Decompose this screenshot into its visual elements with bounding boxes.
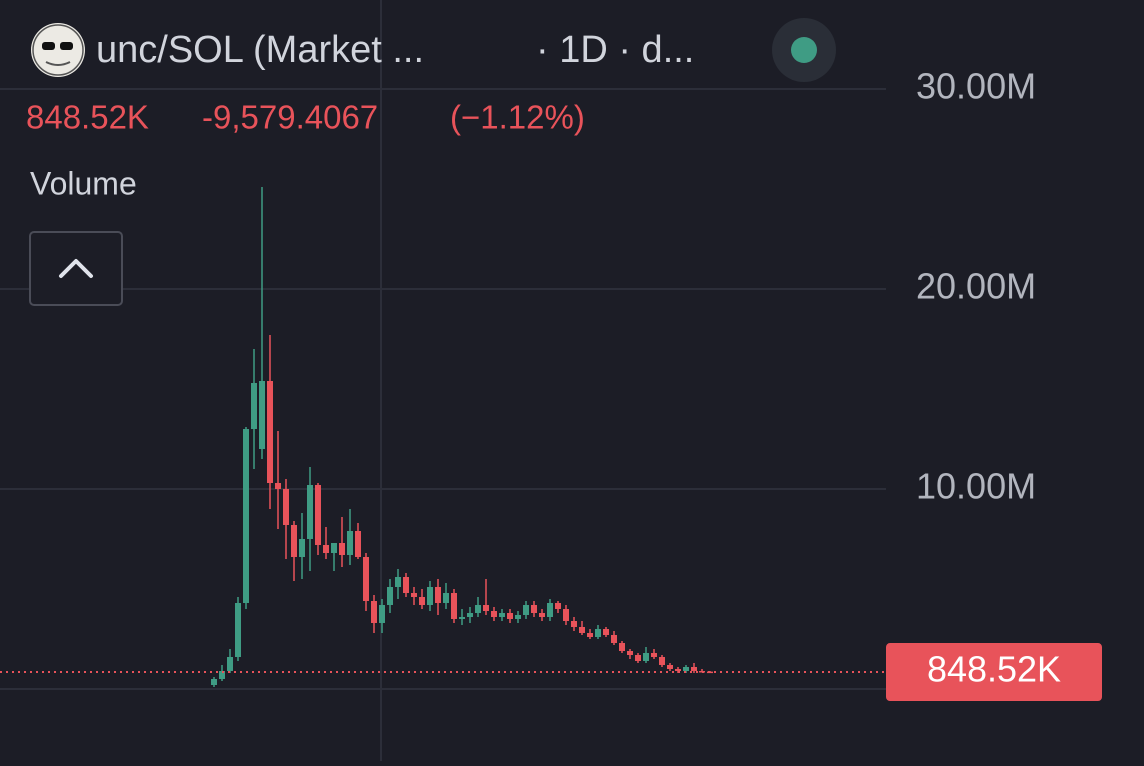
last-price-tag-label: 848.52K (927, 649, 1061, 690)
chart-title: unc/SOL (Market ... (96, 29, 424, 71)
candle-body (619, 643, 625, 651)
price-change: -9,579.4067 (202, 99, 378, 136)
y-tick-label: 10.00M (916, 466, 1036, 507)
candle-body (515, 615, 521, 619)
candle-body (659, 657, 665, 665)
candle-body (283, 489, 289, 525)
candle-body (491, 611, 497, 617)
candle-body (627, 651, 633, 655)
candle-body (579, 627, 585, 633)
indicator-label: Volume (30, 165, 137, 201)
candle-body (603, 629, 609, 635)
candle-body (635, 655, 641, 661)
candle-body (235, 603, 241, 657)
candle-body (691, 667, 697, 671)
candle-body (587, 633, 593, 637)
candle-body (563, 609, 569, 621)
candle-body (331, 543, 337, 553)
candle-body (355, 531, 361, 557)
candle-body (483, 605, 489, 611)
candle-body (683, 667, 689, 671)
candle-body (595, 629, 601, 637)
candle-body (299, 539, 305, 557)
candle-body (395, 577, 401, 587)
candle-body (435, 587, 441, 603)
price-change-pct: (−1.12%) (450, 99, 585, 136)
candle-body (243, 429, 249, 603)
last-price: 848.52K (26, 99, 149, 136)
candle-body (443, 593, 449, 603)
candle-body (451, 593, 457, 619)
logo-glasses (60, 42, 73, 50)
candle-body (307, 485, 313, 539)
logo-outline (32, 24, 84, 76)
candle-body (315, 485, 321, 545)
candle-body (547, 603, 553, 617)
candle-body (267, 381, 273, 483)
status-dot (791, 37, 817, 63)
candle-body (611, 635, 617, 643)
candle-body (539, 613, 545, 617)
candle-body (555, 603, 561, 609)
candle-body (467, 613, 473, 617)
chevron-icon (59, 259, 93, 278)
candle-body (371, 601, 377, 623)
logo-mouth (45, 61, 71, 66)
logo (31, 23, 85, 77)
collapse-button[interactable] (29, 231, 123, 306)
candle-body (667, 665, 673, 669)
candle-body (259, 381, 265, 449)
candle-body (675, 669, 681, 671)
candle-body (387, 587, 393, 605)
candle-body (411, 593, 417, 597)
candle-body (459, 617, 465, 619)
candle-body (275, 483, 281, 489)
candle-body (379, 605, 385, 623)
candle-body (403, 577, 409, 593)
candle-body (347, 531, 353, 555)
candle-body (651, 653, 657, 657)
candle-body (363, 557, 369, 601)
candle-body (419, 597, 425, 605)
candles (211, 187, 713, 687)
candle-body (227, 657, 233, 671)
candle-body (339, 543, 345, 555)
y-tick-label: 30.00M (916, 66, 1036, 107)
candle-body (499, 613, 505, 617)
candle-body (571, 621, 577, 627)
candle-body (323, 545, 329, 553)
grid (0, 88, 886, 690)
candle-body (427, 587, 433, 605)
candle-body (251, 383, 257, 429)
chart-subtitle: · 1D · d... (536, 29, 694, 71)
candle-body (507, 613, 513, 619)
candle-body (475, 605, 481, 613)
candle-body (531, 605, 537, 613)
candle-body (219, 671, 225, 679)
candle-body (211, 679, 217, 685)
logo-glasses (42, 42, 55, 50)
y-tick-label: 20.00M (916, 266, 1036, 307)
candle-body (523, 605, 529, 615)
candle-body (291, 525, 297, 557)
candle-body (643, 653, 649, 661)
last-price-tag (886, 643, 1102, 702)
